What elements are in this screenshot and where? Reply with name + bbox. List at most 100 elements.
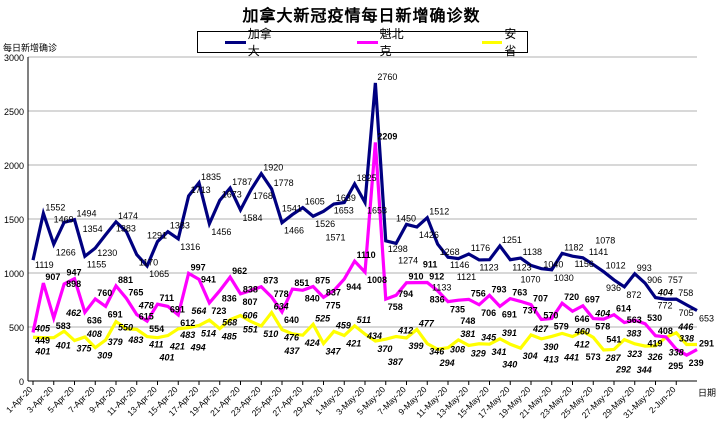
data-label: 993: [637, 263, 652, 273]
data-label: 1268: [440, 247, 460, 257]
data-label: 691: [108, 309, 123, 319]
data-label: 511: [357, 315, 371, 325]
series-line-1: [31, 142, 698, 358]
data-label: 404: [657, 287, 673, 297]
data-label: 383: [626, 329, 641, 339]
data-label: 840: [305, 293, 320, 303]
data-label: 379: [108, 337, 123, 347]
data-label: 1138: [523, 247, 542, 257]
data-label: 898: [66, 279, 81, 289]
data-label: 912: [429, 272, 444, 282]
data-label: 1156: [575, 259, 594, 269]
data-label: 1768: [253, 191, 273, 201]
data-label: 1653: [334, 205, 354, 215]
data-label: 1008: [367, 275, 387, 285]
data-label: 564: [191, 306, 206, 316]
data-label: 836: [222, 294, 237, 304]
data-label: 1274: [398, 255, 418, 265]
legend-label: 加拿大: [247, 27, 272, 58]
data-label: 706: [481, 308, 496, 318]
legend-label: 魁北克: [379, 27, 404, 58]
data-label: 906: [647, 275, 662, 285]
data-label: 338: [679, 333, 694, 343]
data-label: 477: [418, 318, 435, 328]
data-label: 720: [564, 292, 579, 302]
data-label: 962: [232, 266, 247, 276]
y-tick-label: 0: [19, 377, 24, 387]
data-label: 401: [34, 347, 50, 357]
data-label: 1121: [457, 272, 476, 282]
data-label: 421: [169, 342, 185, 352]
data-label: 1123: [479, 263, 498, 273]
data-label: 291: [699, 339, 714, 349]
data-label: 941: [201, 274, 216, 284]
series-line-2: [32, 309, 697, 352]
data-label: 711: [160, 293, 175, 303]
data-label: 341: [492, 347, 507, 357]
y-tick-label: 2000: [4, 161, 24, 171]
data-label: 344: [637, 365, 652, 375]
data-label: 875: [315, 276, 330, 286]
data-label: 851: [294, 278, 309, 288]
data-label: 756: [471, 288, 486, 298]
data-label: 1920: [263, 163, 283, 173]
data-label: 309: [97, 351, 112, 361]
data-label: 705: [679, 308, 694, 318]
data-label: 405: [34, 323, 51, 333]
data-label: 760: [97, 288, 112, 298]
data-label: 794: [398, 289, 413, 299]
data-label: 636: [87, 315, 102, 325]
data-label: 494: [190, 343, 206, 353]
data-label: 793: [492, 284, 507, 294]
data-label: 427: [532, 324, 549, 334]
data-label: 530: [647, 313, 662, 323]
data-label: 2760: [377, 72, 397, 82]
series-line-0: [31, 82, 698, 312]
data-label: 239: [689, 358, 704, 368]
chart-title: 加拿大新冠疫情每日新增确诊数: [242, 6, 481, 25]
data-label: 294: [439, 358, 455, 368]
data-label: 460: [574, 326, 590, 336]
data-label: 1825: [357, 173, 377, 183]
data-label: 614: [616, 304, 631, 314]
data-label: 646: [575, 314, 590, 324]
y-tick-label: 1000: [4, 269, 24, 279]
data-label: 1571: [326, 232, 346, 242]
data-label: 399: [409, 341, 424, 351]
data-label: 838: [243, 284, 258, 294]
legend-swatch: [225, 40, 246, 44]
data-label: 1778: [274, 178, 294, 188]
data-label: 691: [170, 304, 185, 314]
data-label: 419: [647, 339, 662, 349]
data-label: 1512: [429, 207, 449, 217]
data-label: 1469: [54, 214, 74, 224]
data-label: 287: [605, 353, 622, 363]
data-label: 345: [481, 333, 497, 343]
data-label: 510: [263, 329, 278, 339]
data-label: 997: [191, 262, 206, 272]
data-label: 476: [283, 333, 300, 343]
data-label: 765: [128, 287, 143, 297]
data-label: 707: [533, 294, 548, 304]
x-axis-label: 日期: [698, 389, 717, 399]
data-label: 910: [409, 272, 424, 282]
data-label: 570: [543, 310, 558, 320]
data-label: 1653: [367, 205, 387, 215]
data-label: 434: [366, 331, 382, 341]
data-label: 338: [669, 347, 684, 357]
data-label: 408: [658, 326, 673, 336]
data-label: 541: [606, 335, 621, 345]
data-label: 1494: [77, 209, 97, 219]
data-label: 836: [430, 295, 445, 305]
data-label: 308: [450, 345, 465, 355]
y-axis-label: 每日新增确诊: [3, 44, 58, 54]
data-label: 634: [274, 302, 289, 312]
data-label: 1123: [512, 263, 531, 273]
data-label: 837: [326, 288, 341, 298]
data-label: 370: [377, 344, 392, 354]
data-label: 697: [585, 295, 600, 305]
data-label: 483: [127, 335, 143, 345]
data-label: 1146: [450, 260, 469, 270]
data-label: 1426: [419, 230, 439, 240]
data-label: 758: [388, 302, 403, 312]
